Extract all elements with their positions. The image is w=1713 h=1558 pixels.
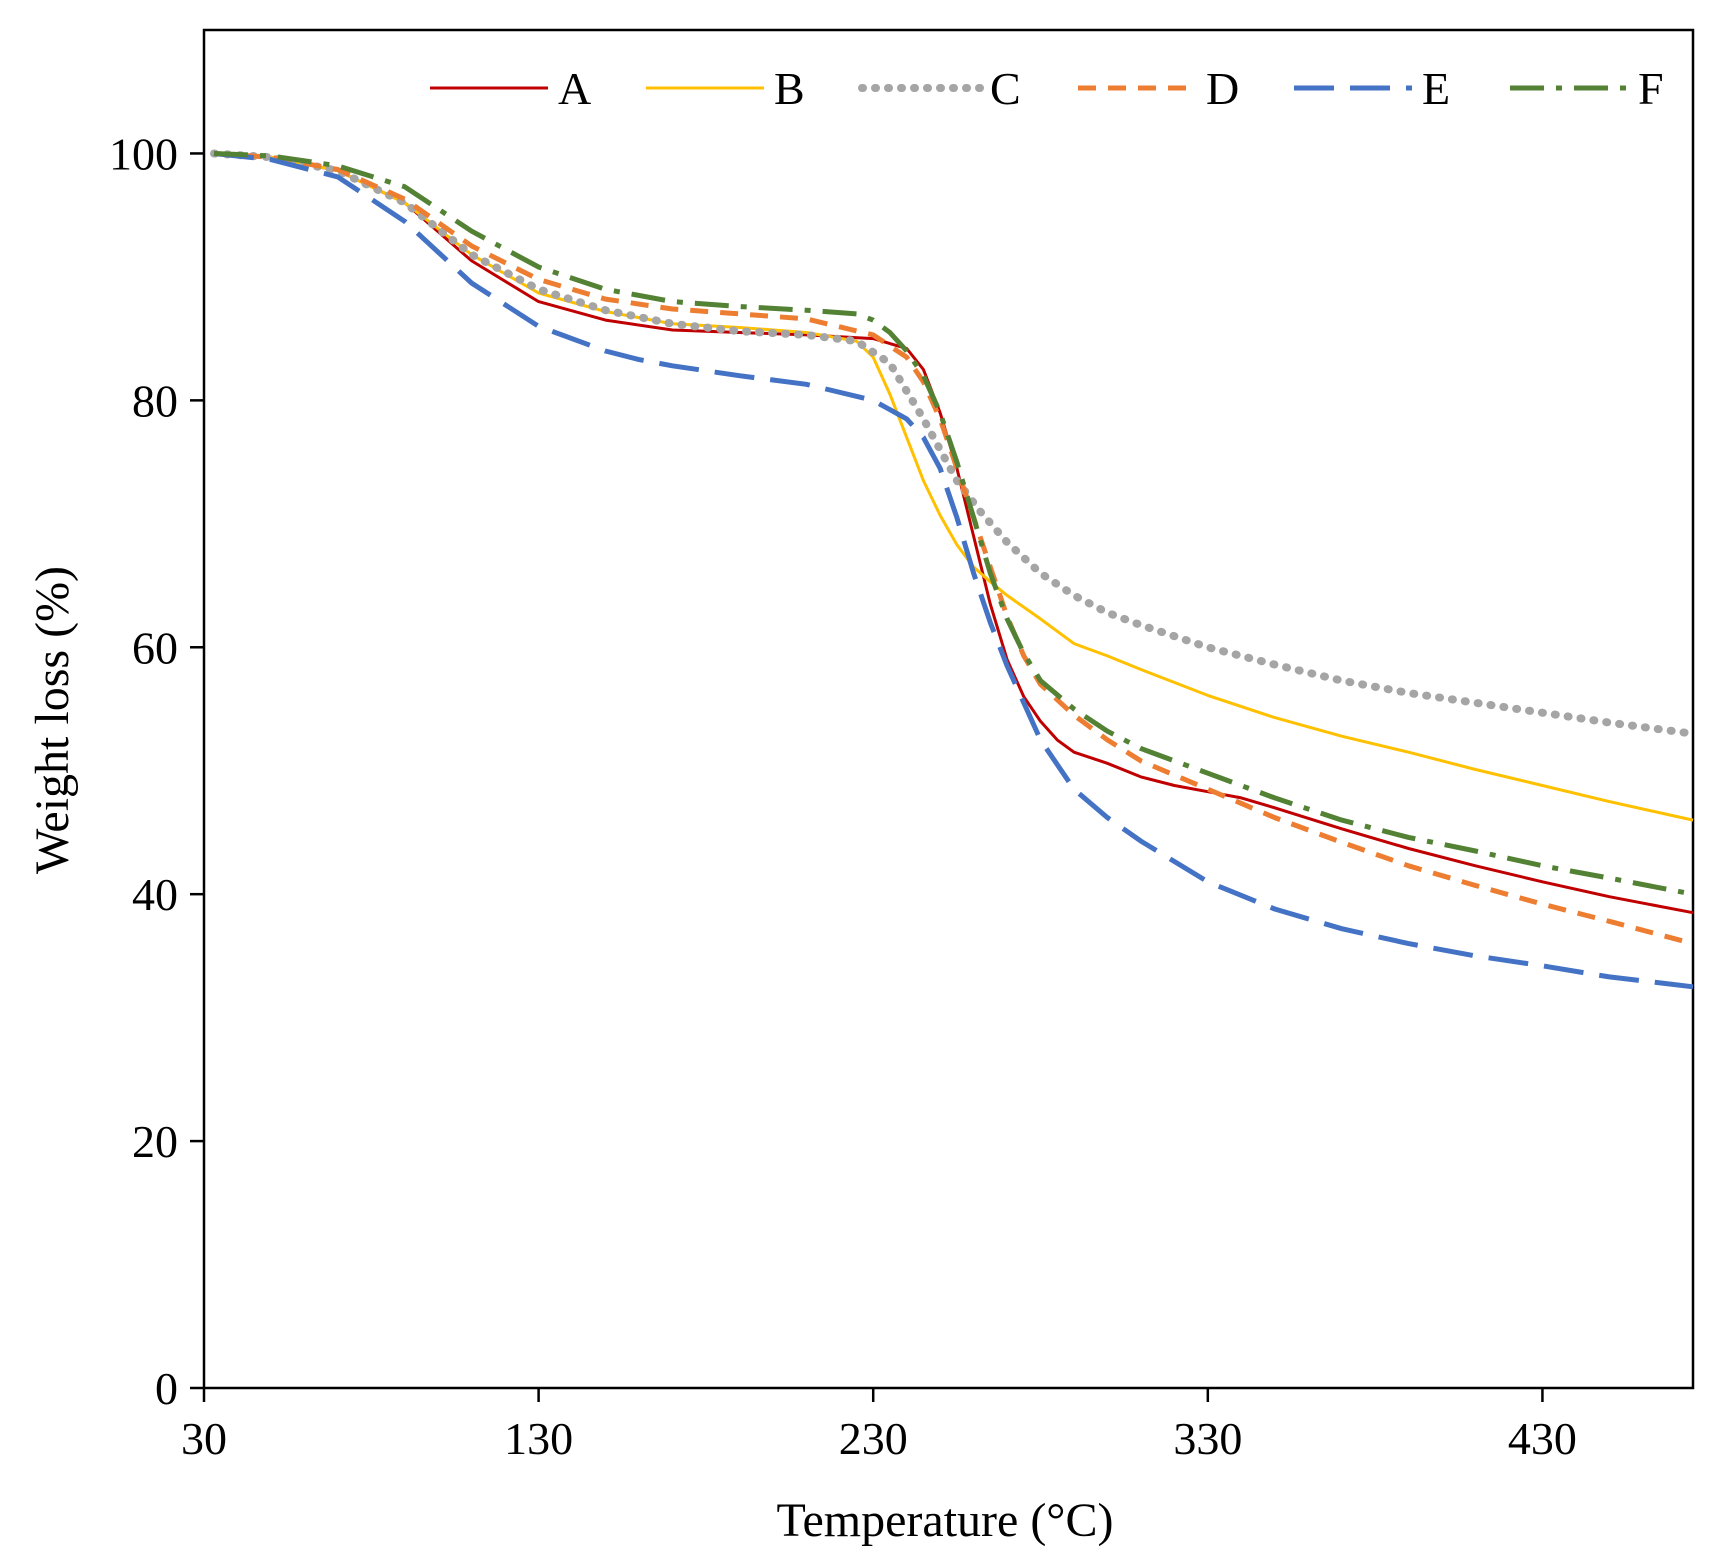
x-tick-label: 230 [839,1413,908,1464]
y-tick-label: 20 [132,1116,178,1167]
legend-label-b: B [774,63,805,114]
legend-label-f: F [1638,63,1664,114]
y-tick-label: 100 [109,128,178,179]
ticks-layer: 30 130 230 330 430 0 20 40 60 80 100 [109,128,1577,1464]
legend-label-d: D [1206,63,1239,114]
series-line-e [213,151,1694,990]
y-tick-label: 60 [132,622,178,673]
legend-label-c: C [990,63,1021,114]
legend-label-a: A [558,63,591,114]
x-tick-label: 130 [504,1413,573,1464]
x-axis-title: Temperature (°C) [776,1494,1113,1547]
y-tick-label: 80 [132,375,178,426]
y-axis-title: Weight loss (%) [26,566,79,874]
legend-label-e: E [1422,63,1450,114]
series-layer [210,149,1697,990]
series-line-a [213,152,1694,915]
legend: A B C D E F [430,63,1664,114]
series-line-b [213,152,1694,822]
plot-frame [202,28,1695,1390]
x-tick-label: 330 [1173,1413,1242,1464]
y-tick-label: 40 [132,869,178,920]
series-line-f [213,151,1694,897]
x-tick-label: 430 [1508,1413,1577,1464]
series-line-d [213,151,1694,947]
plot-border [202,28,1695,1390]
series-line-c [210,149,1697,738]
y-tick-label: 0 [155,1363,178,1414]
x-tick-label: 30 [181,1413,227,1464]
